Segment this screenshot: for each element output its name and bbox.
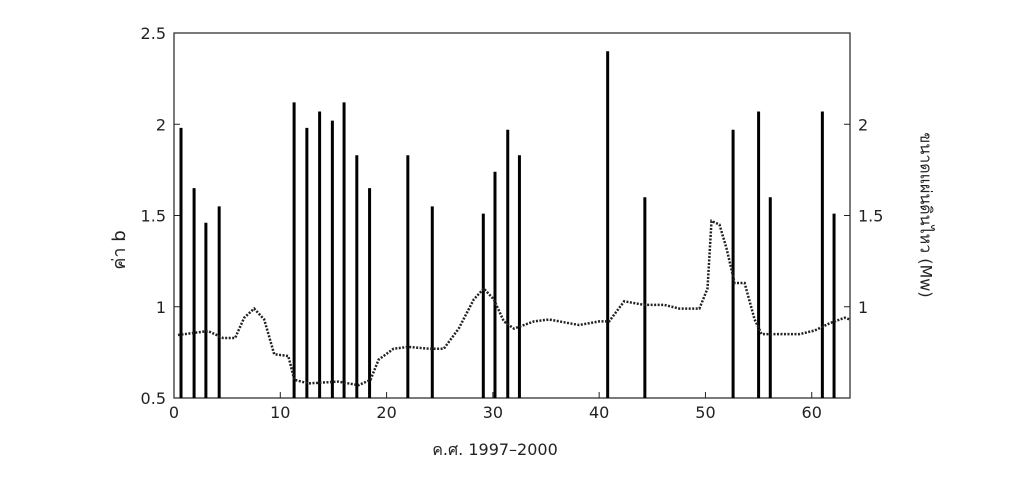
x-tick-label: 50 (695, 403, 715, 422)
x-tick-label: 20 (376, 403, 396, 422)
x-tick-label: 0 (169, 403, 179, 422)
y2-tick-label: 1.5 (858, 207, 883, 226)
y-tick-label: 1 (156, 298, 166, 317)
y2-axis-label: ขนาดแผ่นดินไหว (Mw) (917, 132, 936, 297)
y2-tick-label: 1 (858, 298, 868, 317)
x-axis-label: ค.ศ. 1997–2000 (432, 440, 558, 459)
x-tick-label: 10 (270, 403, 290, 422)
x-tick-label: 60 (802, 403, 822, 422)
y-tick-label: 1.5 (141, 207, 166, 226)
x-tick-label: 30 (483, 403, 503, 422)
b-value-line (177, 219, 851, 387)
y-tick-label: 2.5 (141, 24, 166, 43)
y-tick-label: 0.5 (141, 389, 166, 408)
x-tick-label: 40 (589, 403, 609, 422)
plot-frame (173, 32, 851, 399)
y2-tick-label: 2 (858, 115, 868, 134)
y-tick-label: 2 (156, 115, 166, 134)
y-axis-label: ค่า b (109, 230, 130, 269)
